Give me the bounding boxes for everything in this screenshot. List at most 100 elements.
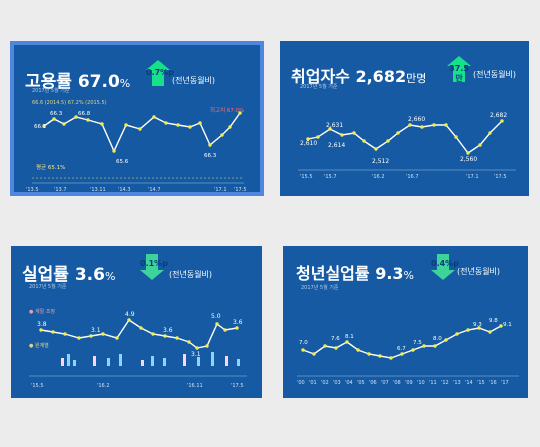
data-point — [138, 127, 142, 131]
title-value: 67.0 — [77, 72, 120, 92]
undefined: 3.8 — [37, 321, 47, 328]
series-line — [40, 319, 238, 349]
data-point — [139, 326, 143, 330]
x-tick-label: '16.7 — [406, 174, 419, 180]
title-unit: 만명 — [406, 72, 427, 85]
x-tick-label: '10 — [417, 380, 425, 386]
bar-mark — [61, 358, 64, 366]
data-point — [477, 326, 481, 330]
undefined: 8.0 — [433, 336, 442, 342]
chart-subtitle: 2017년 5월 기준 — [301, 285, 339, 291]
data-point — [352, 131, 356, 135]
bar-mark — [197, 357, 200, 366]
chart-subtitle: 2017년 5월 기준 — [300, 84, 338, 90]
comparison-note: (전년동월비) — [473, 70, 517, 79]
undefined: 2,614 — [328, 142, 345, 149]
data-point — [422, 344, 426, 348]
undefined: 66.1 — [34, 124, 46, 130]
data-point — [42, 124, 46, 128]
data-point — [228, 125, 232, 129]
undefined: 3.6 — [233, 319, 243, 326]
data-point — [164, 121, 168, 125]
series-line — [43, 112, 241, 153]
data-point — [198, 121, 202, 125]
data-point — [124, 123, 128, 127]
data-point — [340, 133, 344, 137]
data-point — [323, 344, 327, 348]
undefined: 2,512 — [372, 158, 389, 165]
x-tick-label: '17 — [501, 380, 509, 386]
undefined: 2,660 — [408, 116, 425, 123]
max-marker: 최고치 67.0% — [210, 106, 244, 114]
data-point — [345, 340, 349, 344]
reference-label: 66.6 (2014.5) 67.2% (2015.5) — [32, 100, 107, 106]
x-tick-label: '13.7 — [54, 187, 67, 192]
x-tick-label: '12 — [441, 380, 449, 386]
data-point — [152, 115, 156, 119]
undefined: 9.1 — [503, 322, 512, 328]
data-point — [386, 139, 390, 143]
data-point — [328, 127, 332, 131]
data-point — [112, 149, 116, 153]
data-point — [444, 123, 448, 127]
data-point — [312, 352, 316, 356]
data-point — [175, 336, 179, 340]
data-point — [362, 139, 366, 143]
data-point — [444, 338, 448, 342]
unemployment-line-chart: 3.8 3.1 4.9 3.6 3.1 5.0 3.6 '15.5 '16.2 '16.11 '17… — [29, 311, 247, 389]
employment-line-chart: 66.1 66.3 66.8 65.6 66.3 최고치 67.0% 평균 65.1% '13… — [26, 106, 247, 192]
data-point — [176, 123, 180, 127]
data-point — [215, 322, 219, 326]
data-point — [51, 330, 55, 334]
comparison-note: (전년동월비) — [457, 267, 501, 276]
data-point — [466, 151, 470, 155]
data-point — [301, 348, 305, 352]
data-point — [77, 336, 81, 340]
data-point — [89, 334, 93, 338]
data-point — [420, 125, 424, 129]
data-point — [488, 131, 492, 135]
x-tick-label: '14.7 — [148, 187, 161, 192]
employment-rate-panel[interactable]: 고용률 67.0% 0.7%p (전년동월비) 2017년 5월 기준 66.6… — [10, 41, 264, 196]
change-down-badge: 0.4%p — [431, 254, 459, 280]
data-point — [151, 332, 155, 336]
undefined: 66.8 — [78, 111, 91, 117]
data-point — [52, 117, 56, 121]
x-tick-label: '01 — [309, 380, 317, 386]
bar-mark — [211, 352, 214, 366]
panel-title: 취업자수 2,682만명 — [291, 63, 426, 87]
unemployment-rate-panel[interactable]: 실업률 3.6% 0.1%p (전년동월비) 2017년 5월 기준 ● 계절 … — [11, 246, 262, 398]
x-tick-label: '15.7 — [324, 174, 337, 180]
undefined: 2,631 — [326, 122, 343, 129]
bar-mark — [141, 360, 144, 366]
legend-original: ● 원계열 — [29, 343, 49, 349]
data-point — [411, 348, 415, 352]
title-unit: % — [119, 77, 131, 90]
average-label: 평균 65.1% — [36, 164, 65, 171]
undefined: 7.6 — [331, 336, 340, 342]
data-point — [478, 143, 482, 147]
change-down-badge: 0.1%p — [140, 254, 168, 280]
data-point — [433, 344, 437, 348]
employed-line-chart: 2,610 2,631 2,614 2,512 2,660 2,560 2,682 '15.5… — [298, 112, 516, 180]
x-tick-label: '15.5 — [31, 383, 44, 389]
data-point — [400, 352, 404, 356]
title-label: 고용률 — [25, 72, 72, 92]
data-point — [100, 122, 104, 126]
change-up-badge: 37.5만 — [447, 56, 471, 84]
x-tick-label: '13 — [453, 380, 461, 386]
title-unit: % — [104, 270, 116, 283]
employed-persons-panel[interactable]: 취업자수 2,682만명 37.5만 (전년동월비) 2017년 5월 기준 2… — [280, 41, 529, 196]
chart-subtitle: 2017년 5월 기준 — [32, 88, 70, 94]
undefined: 4.9 — [125, 311, 135, 318]
data-point — [389, 356, 393, 360]
data-point — [220, 133, 224, 137]
data-point — [187, 340, 191, 344]
x-tick-label: '14.3 — [118, 187, 131, 192]
youth-unemployment-panel[interactable]: 청년실업률 9.3% 0.4%p (전년동월비) 2017년 5월 기준 7.0… — [283, 246, 528, 398]
undefined: 9.8 — [489, 318, 498, 324]
title-unit: % — [403, 269, 414, 282]
x-tick-label: '16.2 — [97, 383, 110, 389]
x-tick-label: '17.5 — [231, 383, 244, 389]
bar-mark — [151, 356, 154, 366]
